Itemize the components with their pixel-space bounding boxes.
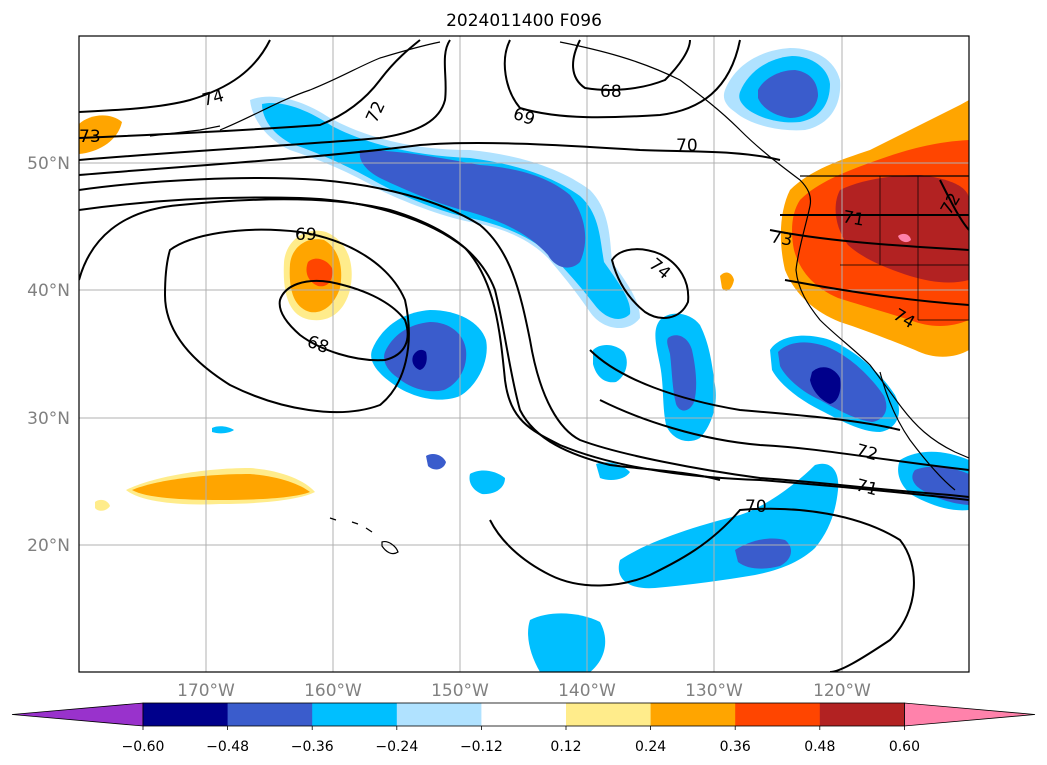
positive-anomaly-regions [79, 100, 969, 511]
lon-label: 140°W [558, 681, 616, 701]
height-contours [79, 39, 969, 672]
hawaii-islands [329, 517, 399, 555]
contour-74-west [79, 39, 271, 113]
colorbar-tick-label: −0.48 [206, 739, 249, 755]
colorbar-segment [227, 703, 313, 726]
negative-anomaly-regions [212, 48, 969, 672]
contour-72-south [79, 196, 969, 501]
contour-74-loop [610, 248, 690, 319]
contour-label: 70 [745, 497, 767, 517]
colorbar-tick-label: −0.60 [122, 739, 165, 755]
colorbar: −0.60 −0.48 −0.36 −0.24 −0.12 0.12 0.24 0.36 0.4… [11, 702, 1036, 755]
contour-69 [503, 39, 741, 119]
alaska-coastline [219, 41, 441, 131]
colorbar-segment [650, 703, 736, 726]
colorbar-tick-label: 0.60 [889, 739, 920, 755]
contour-72-ne [939, 179, 969, 231]
colorbar-tick-label: 0.48 [804, 739, 835, 755]
contour-68-north [572, 39, 691, 91]
colorbar-segment [143, 703, 229, 726]
colorbar-extend-high [904, 702, 1036, 727]
colorbar-tick-label: 0.36 [720, 739, 751, 755]
state-borders [840, 176, 969, 321]
contour-73 [79, 198, 721, 481]
contour-71 [79, 39, 451, 161]
contour-70-south [489, 507, 915, 672]
contour-74-east-north [784, 279, 969, 306]
lon-label: 170°W [177, 681, 235, 701]
colorbar-tick-label: −0.24 [375, 739, 418, 755]
latitude-labels: 50°N 40°N 30°N 20°N [27, 154, 70, 556]
contour-72 [79, 39, 421, 139]
colorbar-frame [142, 702, 905, 727]
contour-label: 73 [769, 227, 794, 250]
contour-71-south [79, 177, 969, 498]
lat-label: 50°N [27, 154, 70, 174]
colorbar-tick-label: −0.12 [460, 739, 503, 755]
contour-73-east [769, 229, 969, 251]
lon-label: 130°W [685, 681, 743, 701]
contour-74-east [589, 349, 901, 431]
contour-label: 68 [600, 82, 622, 102]
map-title: 2024011400 F096 [446, 11, 602, 31]
colorbar-extend-low [11, 702, 144, 727]
contour-label: 73 [79, 127, 101, 147]
colorbar-segment [396, 703, 482, 726]
lat-label: 30°N [27, 409, 70, 429]
colorbar-tick-label: 0.24 [635, 739, 666, 755]
contour-label: 69 [295, 225, 317, 245]
coastlines [149, 41, 969, 555]
colorbar-tick-label: −0.36 [291, 739, 334, 755]
colorbar-segment [481, 703, 567, 726]
longitude-labels: 170°W 160°W 150°W 140°W 130°W 120°W [177, 681, 871, 701]
baja-coastline [879, 371, 956, 491]
lon-label: 120°W [813, 681, 871, 701]
map-frame [78, 35, 970, 673]
contour-70-north [79, 141, 781, 176]
contour-label: 70 [676, 136, 698, 156]
colorbar-tick-label: 0.12 [550, 739, 581, 755]
contour-68-low [278, 280, 409, 362]
lon-label: 150°W [431, 681, 489, 701]
colorbar-segment [735, 703, 821, 726]
lat-label: 40°N [27, 281, 70, 301]
lat-label: 20°N [27, 536, 70, 556]
colorbar-segment [819, 703, 905, 726]
canada-coastline [559, 41, 812, 207]
colorbar-segment [312, 703, 398, 726]
contour-69-low [163, 228, 410, 414]
contour-label: 71 [841, 207, 866, 230]
map-area: 74 72 69 68 70 73 71 69 68 74 74 72 71 7… [79, 36, 969, 672]
us-west-coastline [795, 205, 969, 459]
lon-label: 160°W [304, 681, 362, 701]
colorbar-segment [566, 703, 652, 726]
contour-72-east [599, 399, 969, 471]
